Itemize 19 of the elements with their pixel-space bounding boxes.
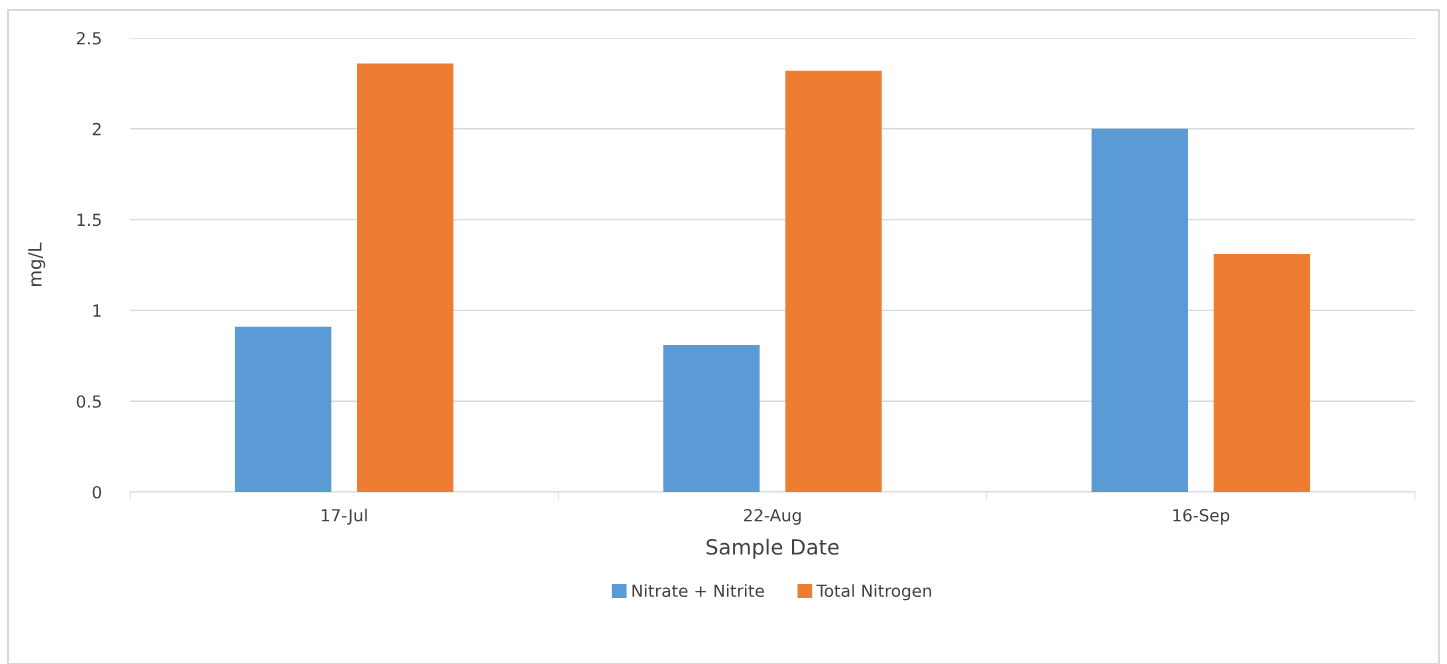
x-tick-label: 22-Aug	[744, 508, 801, 525]
bar	[357, 63, 454, 492]
x-tick-label: 17-Jul	[321, 508, 367, 525]
bar	[663, 344, 760, 492]
bar	[1091, 128, 1188, 492]
legend-label: Total Nitrogen	[816, 584, 932, 601]
y-tick-label: 0.5	[76, 395, 101, 408]
bar	[785, 70, 882, 492]
x-tick-label: 16-Sep	[1173, 508, 1230, 525]
y-tick-label: 1.5	[77, 213, 101, 227]
y-tick-label: 1	[93, 304, 101, 317]
y-tick-label: 2.5	[76, 31, 101, 45]
y-tick-label: 2	[92, 122, 101, 136]
y-tick-label: 0	[92, 485, 102, 499]
bar	[234, 326, 332, 492]
y-axis-title: mg/L	[28, 242, 46, 286]
bar	[1213, 254, 1311, 492]
legend-label: Nitrate + Nitrite	[632, 584, 764, 598]
x-axis-title: Sample Date	[706, 538, 839, 559]
